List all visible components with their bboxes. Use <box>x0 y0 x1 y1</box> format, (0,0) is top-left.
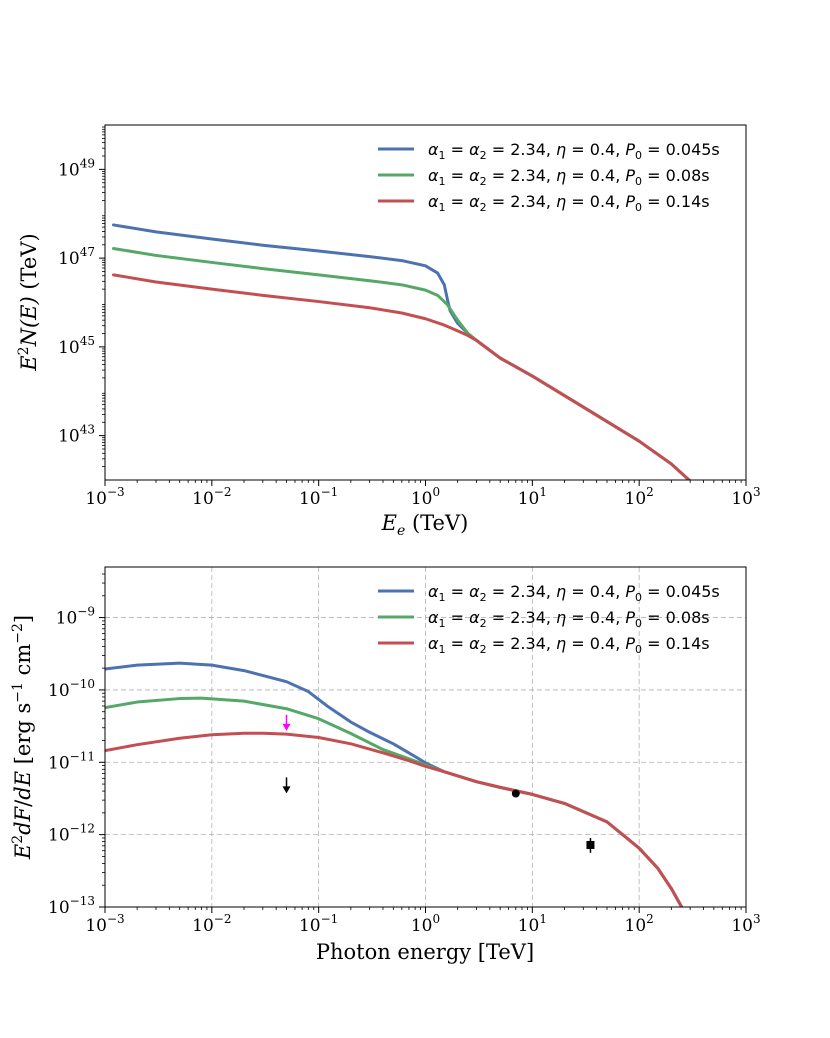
y-tick-label-2: 10−11 <box>48 749 95 773</box>
bottom-x-axis-label: Photon energy [TeV] <box>316 940 534 964</box>
x-tick-label-5: 102 <box>625 912 654 936</box>
bottom-ylabel-cm: cm <box>11 644 35 682</box>
legend-entry-2: α1 = α2 = 2.34, η = 0.4, P0 = 0.14s <box>428 192 710 214</box>
top-ylabel-ne: N(E) <box>17 296 41 347</box>
upper-limit-black <box>282 777 291 794</box>
y-tick-label-3: 10−10 <box>48 677 95 701</box>
top-xlabel-sub: e <box>397 523 405 539</box>
legend-entry-0: α1 = α2 = 2.34, η = 0.4, P0 = 0.045s <box>428 140 720 162</box>
bottom-grid <box>105 567 746 907</box>
y-tick-label-2: 1047 <box>58 245 95 269</box>
top-ylabel-unit: (TeV) <box>17 233 41 296</box>
series-line-1 <box>105 696 684 907</box>
bottom-y-axis-label: E2dF/dE [erg s−1 cm−2] <box>10 615 35 860</box>
legend-entry-1: α1 = α2 = 2.34, η = 0.4, P0 = 0.08s <box>428 608 710 630</box>
top-y-ticks: 1043 1045 1047 1049 <box>58 126 105 468</box>
x-tick-label-4: 101 <box>518 912 547 936</box>
y-tick-label-1: 1045 <box>58 334 95 358</box>
bottom-ylabel-m1: −1 <box>10 682 26 703</box>
electron-spectrum-panel: 10−3 10−2 10−1 100 101 102 103 104310451047104… <box>16 124 761 539</box>
y-tick-label-4: 10−9 <box>56 605 95 629</box>
x-tick-label-2: 10−1 <box>299 485 338 509</box>
top-x-axis-label: Ee (TeV) <box>381 511 469 539</box>
data-points <box>282 714 595 853</box>
series-line-2 <box>105 731 684 907</box>
top-ylabel-e: E <box>17 355 41 371</box>
bottom-x-ticks: 10−3 10−2 10−1 100 101 102 103 <box>85 907 761 936</box>
top-xlabel-unit: (TeV) <box>405 511 468 535</box>
x-tick-label-1: 10−2 <box>192 912 231 936</box>
bottom-ylabel-slash: / <box>11 799 35 807</box>
electron-curves <box>111 223 692 480</box>
bottom-ylabel-sup: 2 <box>10 835 26 844</box>
x-tick-label-6: 103 <box>731 912 760 936</box>
y-tick-label-0: 1043 <box>58 423 95 447</box>
bottom-ylabel-unit-open: [erg s <box>11 703 35 771</box>
series-line-1 <box>111 246 692 480</box>
photon-curves <box>105 661 684 907</box>
bottom-y-ticks: 10−13 10−12 10−11 10−10 10−9 <box>48 573 105 918</box>
x-tick-label-0: 10−3 <box>85 485 124 509</box>
bottom-ylabel-de: dE <box>11 771 35 800</box>
bottom-ylabel-m2: −2 <box>10 623 26 644</box>
bottom-ylabel-df: dF <box>11 805 35 834</box>
y-tick-label-3: 1049 <box>58 156 95 180</box>
x-tick-label-2: 10−1 <box>299 912 338 936</box>
x-tick-label-3: 100 <box>411 485 440 509</box>
data-point-35tev <box>586 837 595 853</box>
bottom-ylabel-close: ] <box>11 615 35 623</box>
upper-limit-magenta <box>282 714 291 731</box>
legend-entry-2: α1 = α2 = 2.34, η = 0.4, P0 = 0.14s <box>428 634 710 656</box>
series-line-2 <box>111 273 692 480</box>
data-point-7tev <box>511 789 520 798</box>
top-xlabel-symbol: E <box>381 511 397 535</box>
series-line-0 <box>105 661 684 907</box>
series-line-0 <box>111 223 692 480</box>
bottom-ylabel-e: E <box>11 844 35 860</box>
legend-entry-1: α1 = α2 = 2.34, η = 0.4, P0 = 0.08s <box>428 166 710 188</box>
bottom-legend: α1 = α2 = 2.34, η = 0.4, P0 = 0.045s α1 =… <box>378 582 720 656</box>
top-legend: α1 = α2 = 2.34, η = 0.4, P0 = 0.045s α1 =… <box>378 140 720 214</box>
top-y-axis-label: E2N(E) (TeV) <box>16 233 41 371</box>
x-tick-label-0: 10−3 <box>85 912 124 936</box>
x-tick-label-1: 10−2 <box>192 485 231 509</box>
photon-sed-panel: 10−3 10−2 10−1 100 101 102 103 10−13 10−12 10−11… <box>10 566 761 964</box>
top-x-ticks: 10−3 10−2 10−1 100 101 102 103 <box>85 480 761 509</box>
x-tick-label-6: 103 <box>731 485 760 509</box>
legend-entry-0: α1 = α2 = 2.34, η = 0.4, P0 = 0.045s <box>428 582 720 604</box>
x-tick-label-5: 102 <box>625 485 654 509</box>
x-tick-label-3: 100 <box>411 912 440 936</box>
top-ylabel-sup: 2 <box>16 346 32 355</box>
y-tick-label-0: 10−13 <box>48 894 95 918</box>
x-tick-label-4: 101 <box>518 485 547 509</box>
y-tick-label-1: 10−12 <box>48 822 95 846</box>
